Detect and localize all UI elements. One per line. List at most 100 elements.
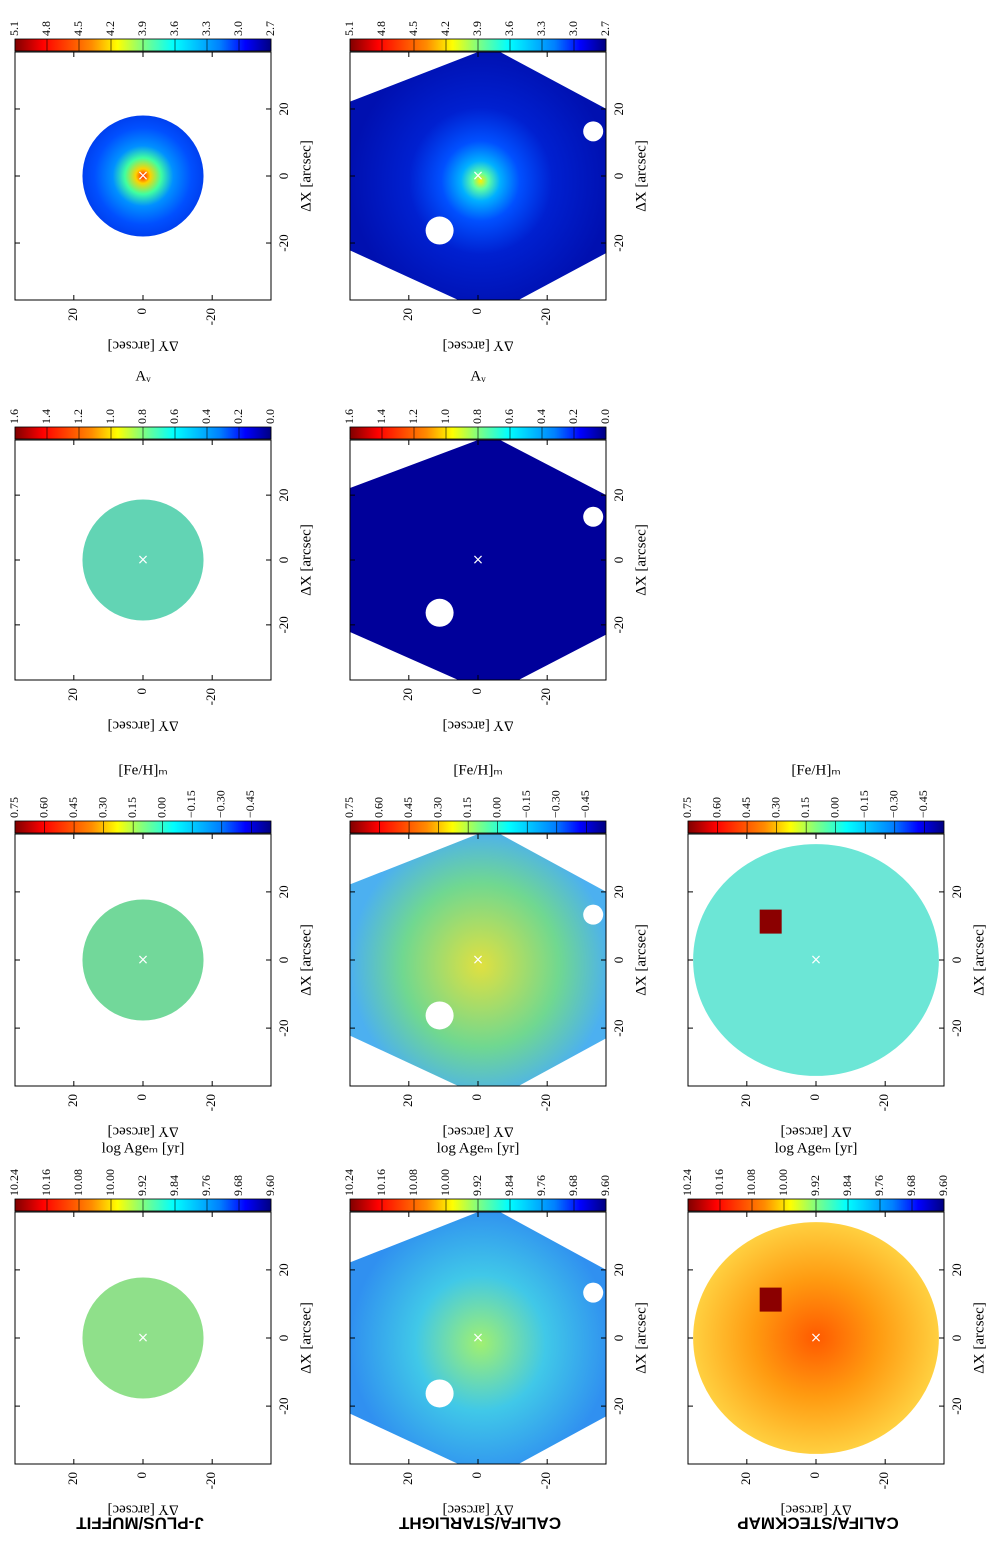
colorbar-tick-label: 3.6 [167,21,181,36]
colorbar-tick-label: 0.75 [342,797,356,818]
colorbar-tick-label: 3.0 [231,21,245,36]
y-tick-label: -20 [538,308,553,325]
colorbar-tick-label: 0.8 [135,409,149,424]
x-tick-label: 0 [276,957,291,964]
map: × [350,440,606,680]
colorbar-tick-label: −0.45 [916,790,930,818]
y-tick-label: -20 [203,688,218,705]
y-axis-label: ΔY [arcsec] [442,718,513,734]
x-tick-label: -20 [949,1019,964,1036]
colorbar-tick-label: 10.16 [712,1169,726,1196]
colorbar-tick-label: 10.24 [680,1169,694,1196]
masked-star [583,904,604,925]
center-marker: × [472,952,484,968]
colorbar-tick-label: 1.6 [7,409,21,424]
colorbar-tick-label: 4.2 [103,21,117,36]
x-tick-label: 0 [611,1335,626,1342]
colorbar-tick-label: 10.00 [776,1169,790,1196]
colorbar-tick-label: 0.60 [371,797,385,818]
map-region [82,499,204,621]
colorbar-tick-label: 9.92 [470,1175,484,1196]
colorbar-tick-label: 9.76 [199,1175,213,1196]
center-marker: × [472,552,484,568]
colorbar-tick-label: 10.08 [406,1169,420,1196]
colorbar-tick-label: 0.75 [680,797,694,818]
x-tick-label: 0 [949,1335,964,1342]
x-tick-label: 0 [276,557,291,564]
masked-star [425,598,454,627]
x-tick-label: 20 [611,102,626,115]
colorbar-tick-label: 5.1 [342,21,356,36]
colorbar-tick-label: 4.5 [71,21,85,36]
center-marker: × [137,552,149,568]
map: × [82,115,204,237]
colorbar-tick-label: 0.45 [401,797,415,818]
masked-star [425,216,454,245]
colorbar-tick-label: 1.0 [103,409,117,424]
x-tick-label: 20 [949,885,964,898]
y-tick-label: 20 [400,1472,415,1485]
map: × [82,899,204,1021]
colorbar-tick-label: 10.24 [7,1169,21,1196]
y-axis-label: ΔY [arcsec] [107,1124,178,1140]
x-axis-label: ΔX [arcsec] [298,1302,314,1374]
y-tick-label: 0 [807,1094,822,1101]
y-tick-label: 0 [469,688,484,695]
colorbar-tick-label: 1.2 [71,409,85,424]
colorbar-tick-label: 0.45 [66,797,80,818]
colorbar-tick-label: 1.0 [438,409,452,424]
colorbar [14,820,272,834]
y-tick-label: 20 [65,1094,80,1107]
x-tick-label: -20 [611,1397,626,1414]
y-tick-label: 0 [134,1094,149,1101]
colorbar-title: log Ageₘ [yr] [102,1140,185,1156]
colorbar-tick-label: 0.2 [566,409,580,424]
colorbar-tick-label: 3.3 [534,21,548,36]
map: × [350,52,606,300]
colorbar-tick-label: 2.7 [263,21,277,36]
map-region [350,52,606,300]
y-tick-label: 20 [400,308,415,321]
center-marker: × [810,1330,822,1346]
x-tick-label: -20 [611,616,626,633]
colorbar-tick-label: 1.4 [374,409,388,424]
masked-star [425,1379,454,1408]
colorbar-tick-label: 0.00 [154,797,168,818]
center-marker: × [810,952,822,968]
y-tick-label: 20 [400,1094,415,1107]
colorbar-tick-label: 2.7 [598,21,612,36]
masked-star [425,1001,454,1030]
colorbar-tick-label: 9.60 [263,1175,277,1196]
map: × [82,499,204,621]
colorbar-tick-label: 4.5 [406,21,420,36]
colorbar-tick-label: 0.0 [263,409,277,424]
y-axis-label: ΔY [arcsec] [780,1502,851,1518]
x-axis-label: ΔX [arcsec] [633,140,649,212]
colorbar-tick-label: 9.60 [598,1175,612,1196]
colorbar-title: Aᵥ [470,368,486,384]
x-axis-label: ΔX [arcsec] [633,924,649,996]
x-tick-label: 0 [276,1335,291,1342]
colorbar-tick-label: 1.6 [342,409,356,424]
colorbar-tick-label: 0.15 [798,797,812,818]
y-axis-label: ΔY [arcsec] [107,1502,178,1518]
row-label: J-PLUS/MUFFIT [76,1514,204,1533]
y-axis-label: ΔY [arcsec] [780,1124,851,1140]
colorbar-tick-label: 0.45 [739,797,753,818]
y-tick-label: 0 [469,1094,484,1101]
colorbar-tick-label: 0.30 [95,797,109,818]
y-axis-label: ΔY [arcsec] [442,1502,513,1518]
colorbar-tick-label: 9.84 [167,1175,181,1196]
x-tick-label: 20 [276,1263,291,1276]
colorbar [687,820,945,834]
colorbar-title: [Fe/H]ₘ [453,762,502,778]
center-marker: × [137,952,149,968]
colorbar-tick-label: 0.60 [36,797,50,818]
y-tick-label: -20 [876,1472,891,1489]
x-tick-label: 0 [949,957,964,964]
colorbar-tick-label: −0.45 [243,790,257,818]
map-region [693,1222,939,1454]
x-tick-label: -20 [611,234,626,251]
map-region [350,1212,606,1464]
colorbar-tick-label: 10.24 [342,1169,356,1196]
